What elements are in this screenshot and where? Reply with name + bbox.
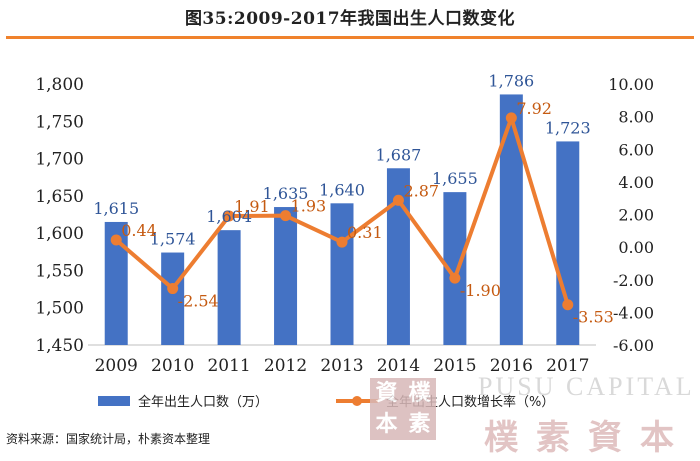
y-right-tick-label: -6.00: [613, 336, 654, 355]
line-point: [110, 234, 122, 246]
line-data-label: 1.93: [291, 197, 327, 216]
watermark-seal: 資 樸 本 素: [370, 378, 436, 440]
line-point: [449, 272, 461, 284]
watermark-chinese: 樸素資本: [484, 418, 692, 458]
seal-char: 資: [375, 380, 398, 406]
title-divider: [6, 36, 694, 39]
line-point: [223, 210, 235, 222]
bar: [386, 168, 410, 345]
bar: [104, 221, 128, 345]
line-point: [392, 194, 404, 206]
line-point: [505, 112, 517, 124]
line-data-label: 1.91: [234, 197, 270, 216]
line-point: [336, 236, 348, 248]
legend-line-marker: [352, 396, 362, 406]
y-left-tick-label: 1,600: [35, 224, 84, 244]
line-data-label: 0.31: [347, 223, 383, 242]
bar-data-label: 1,723: [545, 118, 591, 137]
source-note: 资料来源：国家统计局，朴素资本整理: [6, 432, 211, 446]
y-right-tick-label: 2.00: [618, 206, 654, 225]
x-tick-label: 2015: [433, 356, 476, 376]
y-right-tick-label: 8.00: [618, 108, 654, 127]
y-left-tick-label: 1,700: [35, 150, 84, 170]
x-tick-label: 2016: [490, 356, 533, 376]
x-tick-label: 2011: [207, 356, 250, 376]
legend-bar-swatch: [98, 396, 130, 406]
y-left-tick-label: 1,450: [35, 336, 84, 356]
line-data-label: 2.87: [403, 181, 439, 200]
bar: [556, 141, 580, 345]
line-data-label: -1.90: [460, 281, 501, 300]
line-data-label: 0.44: [121, 221, 157, 240]
line-data-label: -3.53: [573, 308, 614, 327]
y-left-tick-label: 1,500: [35, 299, 84, 319]
y-right-tick-label: 4.00: [618, 173, 654, 192]
birth-chart: 1,450 1,500 1,550 1,600 1,650 1,700 1,750 1,800…: [35, 71, 654, 410]
y-right-tick-label: 10.00: [608, 75, 654, 94]
bar-data-label: 1,687: [376, 145, 422, 164]
line-point: [280, 210, 292, 222]
y-left-tick-label: 1,800: [35, 75, 84, 95]
bar: [217, 230, 241, 345]
bar-data-label: 1,635: [263, 184, 309, 203]
x-tick-label: 2010: [151, 356, 194, 376]
bar-data-label: 1,574: [150, 230, 196, 249]
y-right-tick-label: -4.00: [613, 303, 654, 322]
legend-bar-label: 全年出生人口数（万）: [138, 394, 268, 410]
x-tick-label: 2014: [377, 356, 420, 376]
y-left-tick-label: 1,550: [35, 261, 84, 281]
y-right-tick-label: -2.00: [613, 271, 654, 290]
line-data-label: 7.92: [516, 99, 552, 118]
x-tick-label: 2009: [95, 356, 138, 376]
y-right-tick-label: 0.00: [618, 238, 654, 257]
chart-title: 图35:2009-2017年我国出生人口数变化: [184, 9, 516, 29]
bar-data-label: 1,640: [319, 180, 365, 199]
seal-char: 本: [375, 411, 398, 437]
y-left-tick-label: 1,750: [35, 112, 84, 132]
x-tick-label: 2013: [320, 356, 363, 376]
bar-data-label: 1,604: [206, 207, 252, 226]
bar: [161, 252, 185, 345]
line-point: [562, 299, 574, 311]
x-tick-label: 2012: [264, 356, 307, 376]
line-data-label: -2.54: [178, 292, 219, 311]
watermark-english: PUSU CAPITAL: [478, 372, 695, 401]
bar-data-label: 1,655: [432, 169, 478, 188]
seal-char: 素: [408, 411, 431, 437]
bar: [499, 94, 523, 345]
bar: [443, 192, 467, 345]
bar-data-label: 1,615: [93, 199, 139, 218]
bar-data-label: 1,786: [488, 71, 534, 90]
y-left-tick-label: 1,650: [35, 187, 84, 207]
bar: [274, 207, 298, 345]
x-tick-label: 2017: [546, 356, 589, 376]
seal-char: 樸: [408, 380, 431, 406]
y-right-tick-label: 6.00: [618, 140, 654, 159]
line-point: [167, 283, 179, 295]
